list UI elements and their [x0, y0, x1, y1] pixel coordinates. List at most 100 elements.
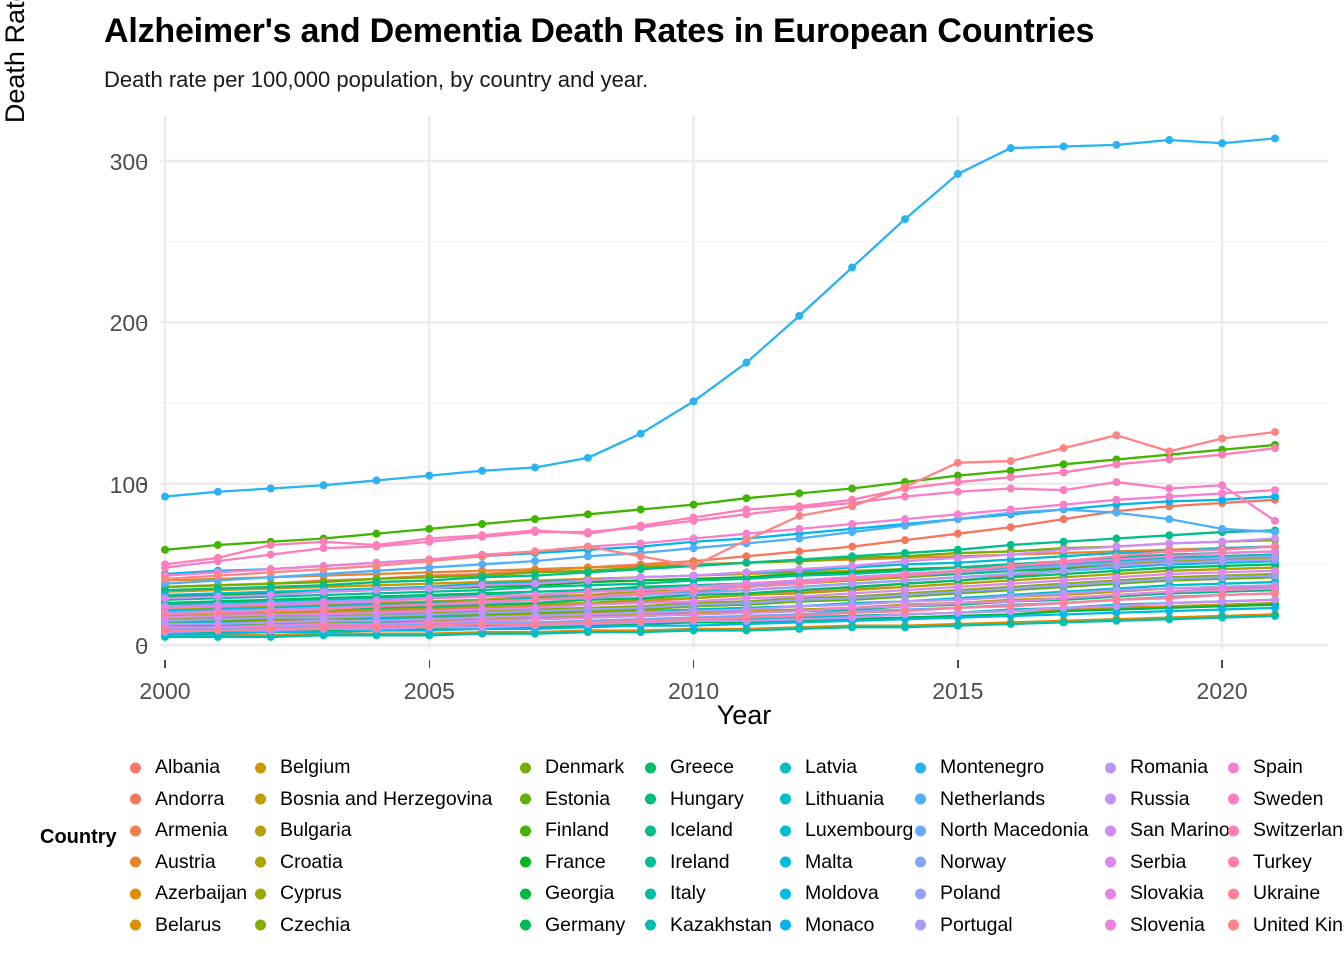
legend-title: Country	[40, 826, 117, 848]
data-point	[901, 521, 909, 530]
data-point	[425, 524, 434, 533]
series-line	[163, 488, 1277, 577]
data-point	[795, 579, 804, 588]
y-tick-mark	[140, 644, 146, 646]
legend-item-label: Greece	[670, 756, 734, 778]
data-point	[319, 537, 328, 546]
data-point	[1059, 142, 1068, 151]
data-point	[795, 524, 804, 533]
data-point	[795, 534, 804, 543]
x-tick-mark	[957, 660, 959, 668]
legend-key-dot-icon	[645, 856, 656, 868]
series-line	[163, 574, 1277, 622]
data-point	[689, 615, 698, 624]
data-point	[636, 599, 645, 608]
data-point	[1218, 557, 1227, 566]
data-point	[689, 597, 698, 606]
data-point	[742, 613, 751, 622]
legend-item-label: Sweden	[1253, 787, 1324, 810]
data-point	[1271, 516, 1279, 525]
x-tick-2000: 2000	[139, 678, 191, 704]
series-line	[163, 592, 1277, 632]
legend-item-label: Portugal	[940, 913, 1013, 936]
data-point	[1165, 547, 1174, 556]
legend-key-dot-icon	[1228, 856, 1239, 868]
data-point	[1112, 561, 1121, 570]
data-point	[372, 561, 381, 570]
data-point	[901, 482, 909, 491]
data-point	[901, 215, 909, 224]
data-point	[478, 466, 487, 475]
legend-item-label: Belgium	[280, 756, 351, 778]
legend-item-label: Lithuania	[805, 787, 885, 810]
y-tick-200: 200	[109, 310, 148, 337]
legend-item-label: Latvia	[805, 756, 858, 778]
data-point	[583, 552, 592, 561]
data-point	[1112, 534, 1121, 543]
data-point	[848, 495, 857, 504]
data-point	[953, 169, 962, 178]
series-line	[163, 584, 1277, 626]
data-point	[1165, 515, 1174, 524]
legend-item-label: Malta	[805, 850, 853, 873]
legend-key-dot-icon	[255, 825, 266, 837]
data-point	[742, 358, 751, 367]
series-line	[163, 569, 1277, 619]
data-point	[795, 511, 804, 520]
legend-item-label: Montenegro	[940, 756, 1045, 778]
data-point	[1006, 466, 1015, 475]
data-point	[1059, 566, 1068, 575]
y-axis-label: Death Rate (per 100,000)	[0, 0, 31, 210]
legend-item-label: Bulgaria	[280, 819, 352, 841]
data-point	[161, 545, 169, 554]
legend-key-dot-icon	[520, 825, 531, 837]
data-point	[1112, 552, 1121, 561]
legend-key-dot-icon	[645, 825, 656, 837]
data-point	[953, 510, 962, 519]
data-point	[266, 484, 275, 493]
legend-item-label: Azerbaijan	[155, 882, 248, 904]
series-line	[163, 537, 1277, 600]
data-point	[1271, 542, 1279, 551]
data-point	[583, 592, 592, 601]
data-point	[795, 555, 804, 564]
legend-item-label: Ireland	[670, 850, 730, 873]
data-point	[213, 553, 222, 562]
legend-item-label: Slovenia	[1130, 913, 1205, 936]
data-point	[319, 481, 328, 490]
data-point	[372, 623, 381, 632]
data-point	[689, 500, 698, 509]
data-point	[689, 586, 698, 595]
legend-item-label: Poland	[940, 882, 1001, 904]
legend-item-label: Croatia	[280, 850, 343, 873]
data-point	[425, 621, 434, 630]
data-point	[372, 529, 381, 538]
data-point	[531, 557, 539, 566]
legend-item-label: United Kingdom	[1253, 913, 1344, 936]
legend-item-label: Ukraine	[1253, 882, 1321, 904]
x-axis-tick-labels: 2000 2005 2010 2015 2020	[139, 660, 1328, 704]
data-point	[1059, 460, 1068, 469]
legend-key-dot-icon	[1105, 793, 1116, 805]
data-point	[848, 502, 857, 511]
data-point	[583, 618, 592, 627]
data-point	[1271, 134, 1279, 143]
data-point	[901, 557, 909, 566]
data-point	[161, 492, 169, 501]
legend-key-dot-icon	[255, 919, 266, 931]
data-point	[372, 476, 381, 485]
data-point	[953, 603, 962, 612]
data-point	[689, 544, 698, 553]
data-point	[161, 574, 169, 583]
legend-key-dot-icon	[520, 856, 531, 868]
data-point	[1006, 561, 1015, 570]
legend-key-dot-icon	[520, 793, 531, 805]
legend-item-label: Denmark	[545, 756, 625, 778]
legend-item-label: Spain	[1253, 756, 1303, 778]
x-tick-mark	[692, 660, 695, 668]
data-point	[901, 549, 909, 558]
data-point	[636, 539, 645, 548]
data-point	[901, 492, 909, 501]
data-point	[1165, 136, 1174, 145]
series-line	[163, 529, 1277, 592]
